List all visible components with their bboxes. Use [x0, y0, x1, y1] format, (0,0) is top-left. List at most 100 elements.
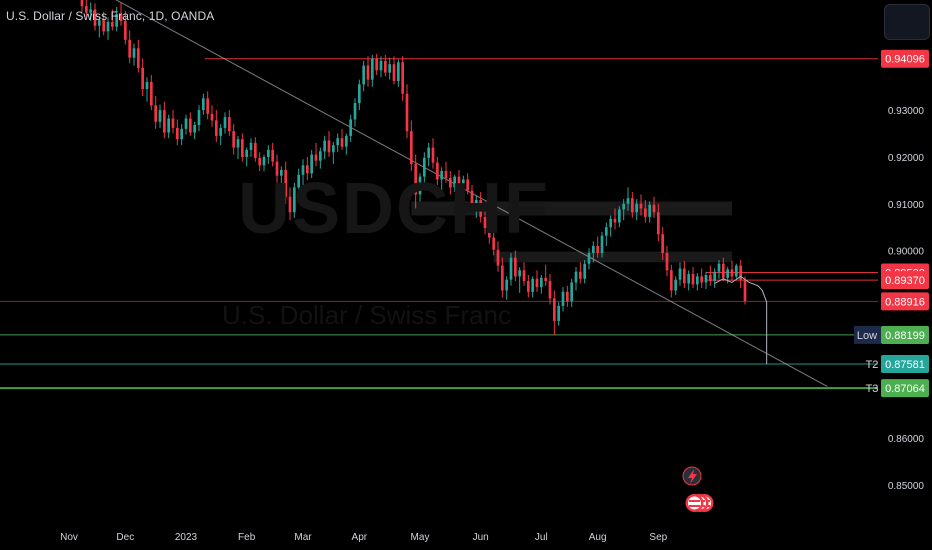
candle: [409, 120, 413, 171]
candle-body: [158, 110, 162, 122]
horizontal-levels: [0, 58, 878, 390]
candle: [661, 227, 665, 260]
x-tick-label: Feb: [238, 532, 256, 543]
candle: [513, 250, 517, 282]
candle: [587, 248, 591, 270]
candle: [97, 16, 101, 38]
candle: [613, 208, 617, 230]
candle-body: [128, 39, 132, 58]
candle-body: [362, 65, 366, 85]
candle: [323, 135, 327, 160]
candle: [327, 131, 331, 157]
price-label-bg: [881, 49, 929, 68]
price-label-bg: [881, 354, 929, 373]
candle: [331, 141, 335, 164]
candle: [574, 267, 578, 291]
y-tick-label: 0.93000: [888, 106, 925, 117]
candle: [301, 159, 305, 186]
candle: [630, 192, 634, 218]
candle: [240, 133, 244, 162]
candle: [435, 156, 439, 186]
candle: [253, 137, 257, 162]
candle: [275, 154, 279, 183]
candle: [570, 278, 574, 307]
candle: [561, 287, 565, 312]
candle: [531, 276, 535, 298]
candle-body: [509, 257, 513, 280]
candle-body: [193, 125, 197, 133]
candle-body: [613, 218, 617, 223]
candle: [448, 170, 452, 195]
y-tick-label: 0.92000: [888, 153, 925, 164]
candle: [266, 145, 270, 164]
candle-body: [487, 228, 491, 238]
candle-body: [561, 291, 565, 306]
lightning-icon-glyph: [688, 469, 697, 484]
candle-body: [145, 81, 149, 90]
candle: [522, 262, 526, 286]
candle-body: [656, 212, 660, 235]
candle: [344, 133, 348, 155]
candle: [713, 268, 717, 289]
candle: [305, 156, 309, 181]
candle: [518, 267, 522, 293]
candle-body: [84, 6, 88, 13]
candle-body: [80, 0, 84, 7]
candle-body: [167, 118, 171, 133]
candle-body: [245, 149, 249, 157]
candle: [223, 112, 227, 134]
candle-body: [184, 118, 188, 129]
candle: [695, 273, 699, 291]
supply-zone: [411, 201, 732, 216]
candle: [535, 270, 539, 292]
candle: [526, 274, 530, 298]
price-label: 0.89370: [881, 271, 929, 290]
candle: [552, 290, 556, 335]
candle: [487, 220, 491, 244]
candle: [565, 285, 569, 307]
candle: [232, 124, 236, 155]
candle-body: [518, 270, 522, 277]
y-tick-label: 0.86000: [888, 434, 925, 445]
x-tick-label: 2023: [175, 532, 198, 543]
candle: [440, 167, 444, 193]
candle-body: [682, 268, 686, 284]
candle: [596, 236, 600, 258]
candle: [128, 30, 132, 64]
candle: [665, 245, 669, 277]
x-tick-label: May: [411, 532, 430, 543]
tradingview-logo-icon[interactable]: [884, 4, 930, 40]
candles-layer: [80, 0, 747, 335]
candle: [258, 152, 262, 171]
candle: [396, 59, 400, 87]
candle: [617, 206, 621, 228]
candle-body: [474, 200, 478, 205]
candle: [297, 168, 301, 195]
candle: [422, 152, 426, 183]
candle: [691, 267, 695, 289]
candle: [414, 154, 418, 209]
candle: [271, 142, 275, 167]
candle-body: [370, 58, 374, 80]
candle-body: [596, 245, 600, 253]
candle: [210, 105, 214, 127]
candle: [739, 260, 743, 289]
candle-body: [297, 174, 301, 188]
candle-body: [253, 142, 257, 158]
consolidation-zones: [411, 201, 732, 263]
candle-body: [323, 140, 327, 152]
candle: [236, 135, 240, 160]
flag-stripe: [689, 500, 700, 502]
candle-body: [600, 235, 604, 253]
candle: [496, 241, 500, 272]
candle-body: [552, 298, 556, 321]
candle-body: [704, 274, 708, 283]
y-tick-label: 0.85000: [888, 481, 925, 492]
candle-body: [271, 149, 275, 162]
candle-body: [344, 135, 348, 147]
candle: [674, 276, 678, 296]
candle-body: [349, 119, 353, 136]
candle: [682, 260, 686, 289]
trendline-layer: [115, 0, 828, 387]
